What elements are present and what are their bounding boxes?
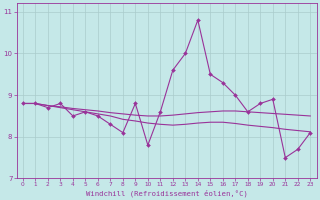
X-axis label: Windchill (Refroidissement éolien,°C): Windchill (Refroidissement éolien,°C) [86, 189, 248, 197]
